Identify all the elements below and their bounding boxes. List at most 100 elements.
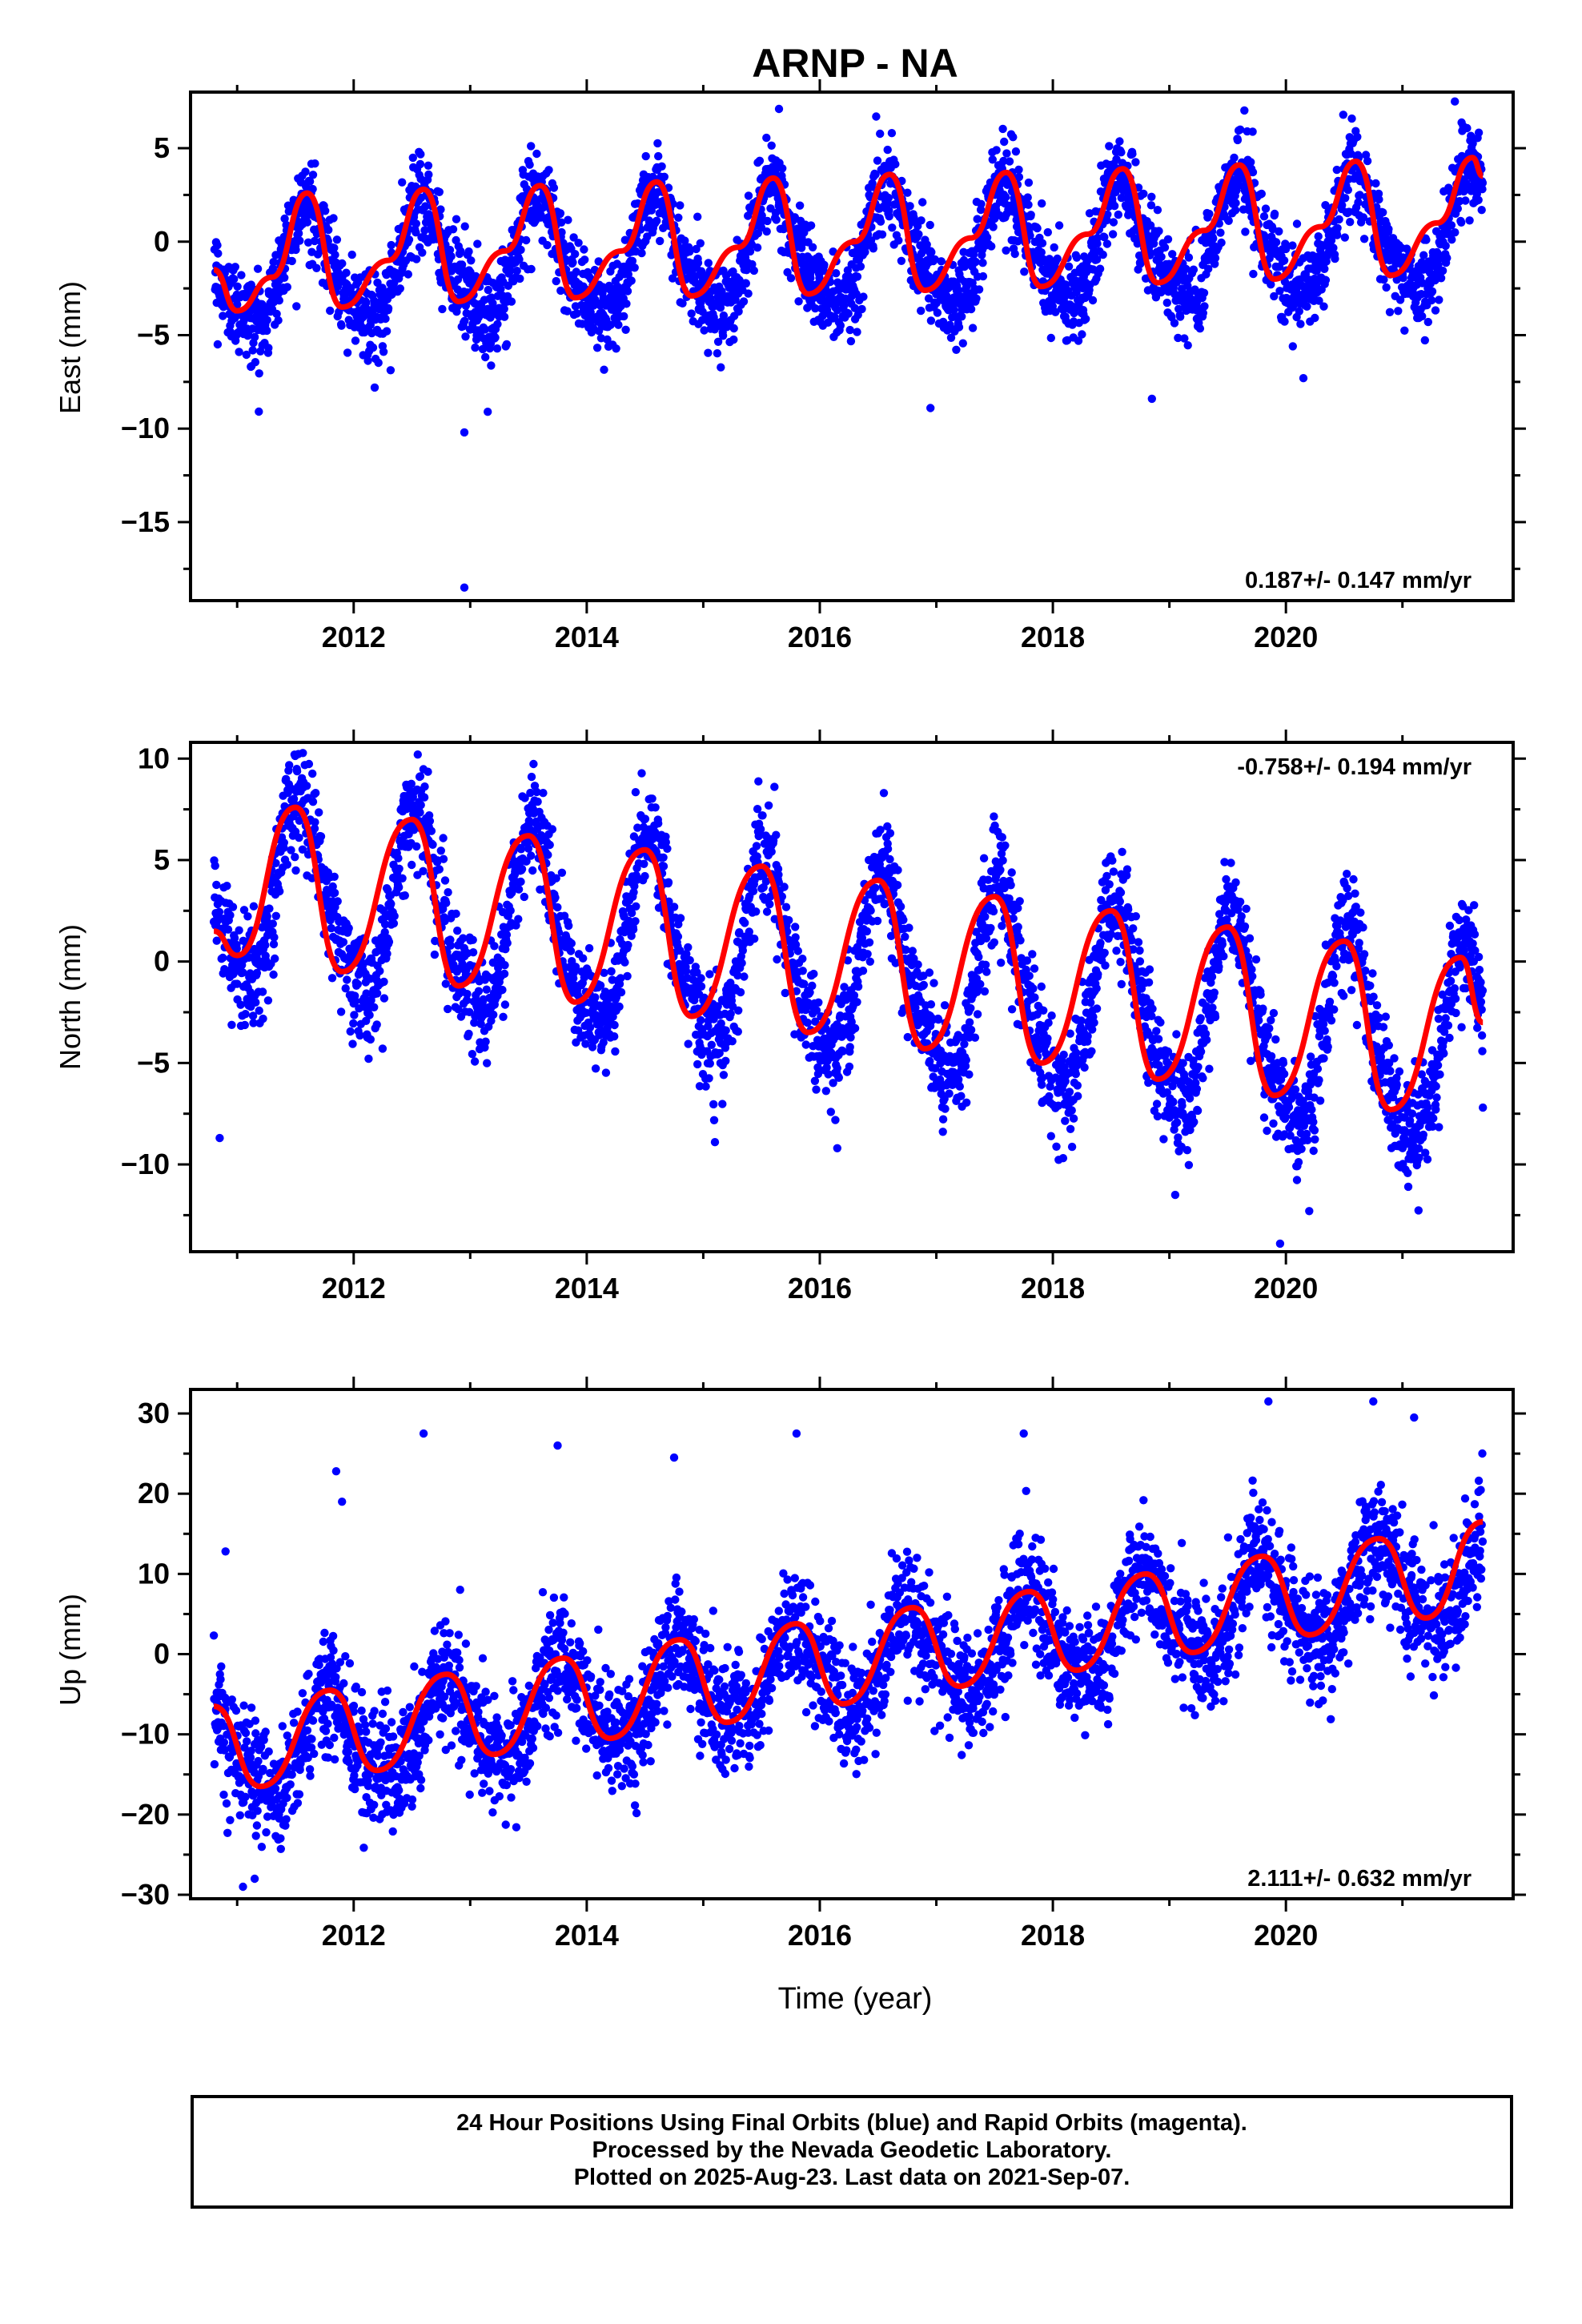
east-point xyxy=(850,304,859,312)
east-point xyxy=(1329,243,1338,252)
north-point xyxy=(336,1007,346,1016)
east-point xyxy=(1170,319,1179,328)
east-point xyxy=(1465,216,1474,225)
east-point xyxy=(1275,227,1283,236)
east-point xyxy=(1353,132,1362,142)
east-point xyxy=(382,327,391,336)
east-point xyxy=(237,271,246,279)
east-point xyxy=(1131,158,1140,167)
east-point xyxy=(660,172,669,181)
east-point xyxy=(1005,157,1014,166)
east-point xyxy=(1146,201,1156,210)
north-point xyxy=(697,1015,705,1025)
north-point xyxy=(524,816,533,826)
north-point xyxy=(728,1037,737,1046)
north-point xyxy=(693,968,701,977)
east-point xyxy=(1333,223,1342,232)
east-point xyxy=(473,239,482,248)
north-point xyxy=(316,832,326,841)
north-point xyxy=(579,954,588,963)
east-point xyxy=(263,316,271,324)
north-point xyxy=(514,885,524,894)
north-point xyxy=(600,968,608,978)
east-point xyxy=(250,332,259,342)
east-point xyxy=(952,345,961,354)
east-point xyxy=(461,332,470,341)
east-point xyxy=(493,320,502,328)
east-point xyxy=(1333,231,1342,239)
north-point xyxy=(350,1011,359,1019)
east-point xyxy=(946,333,956,342)
north-point xyxy=(239,906,249,915)
east-point xyxy=(872,112,881,121)
east-point xyxy=(988,155,998,164)
east-point xyxy=(1474,195,1483,204)
east-point xyxy=(1338,201,1347,210)
east-point xyxy=(861,242,870,251)
north-point xyxy=(574,1026,583,1035)
east-point xyxy=(1346,218,1355,227)
east-point xyxy=(836,321,845,330)
east-point xyxy=(1340,233,1350,242)
east-outlier-point xyxy=(460,583,469,592)
north-point xyxy=(500,969,509,979)
north-point xyxy=(425,817,435,826)
north-point xyxy=(591,993,600,1002)
east-point xyxy=(329,214,338,223)
east-xtick-label: 2018 xyxy=(1021,621,1085,653)
east-point xyxy=(491,333,500,342)
north-point xyxy=(407,779,416,788)
east-point xyxy=(1347,114,1356,123)
east-point xyxy=(305,177,315,186)
east-point xyxy=(580,255,589,264)
east-point xyxy=(772,215,781,224)
north-point xyxy=(664,878,673,887)
east-point xyxy=(1180,334,1189,343)
east-point xyxy=(845,325,854,335)
east-point xyxy=(1002,193,1010,202)
east-point xyxy=(1092,255,1102,264)
east-point xyxy=(580,245,588,254)
east-point xyxy=(748,259,757,269)
north-point xyxy=(468,935,477,944)
north-point xyxy=(215,907,224,917)
north-point xyxy=(269,939,279,949)
north-point xyxy=(700,993,709,1003)
east-point xyxy=(598,283,608,292)
north-point xyxy=(715,1048,724,1058)
east-point xyxy=(982,233,992,242)
east-point xyxy=(1038,199,1046,208)
north-point xyxy=(499,1012,508,1022)
north-point xyxy=(362,989,371,998)
north-point xyxy=(608,975,616,984)
east-point xyxy=(693,212,702,221)
east-point xyxy=(418,248,427,257)
north-point xyxy=(341,984,350,993)
north-panel: North (mm) 2012 2014 2016 2018 20201050−5−10… xyxy=(54,730,1526,1305)
east-point xyxy=(887,129,897,138)
east-point xyxy=(1245,206,1254,215)
east-point xyxy=(1279,256,1289,265)
north-point xyxy=(291,853,299,862)
east-point xyxy=(525,160,534,169)
east-point xyxy=(1157,252,1166,261)
east-point xyxy=(1332,165,1342,175)
east-point xyxy=(883,145,892,155)
east-point xyxy=(311,159,319,168)
east-point xyxy=(1233,135,1243,145)
north-point xyxy=(682,950,691,959)
east-point xyxy=(614,320,623,329)
east-point xyxy=(1248,127,1257,136)
east-point xyxy=(235,348,243,356)
east-point xyxy=(1154,227,1163,235)
east-point xyxy=(280,273,289,282)
east-point xyxy=(1117,148,1126,157)
east-point xyxy=(275,296,283,305)
east-point xyxy=(1281,244,1291,254)
north-point xyxy=(633,823,642,832)
east-point xyxy=(685,247,694,256)
east-point xyxy=(885,212,893,221)
east-point xyxy=(1394,307,1403,316)
east-point xyxy=(1231,206,1240,215)
north-point xyxy=(669,903,679,911)
